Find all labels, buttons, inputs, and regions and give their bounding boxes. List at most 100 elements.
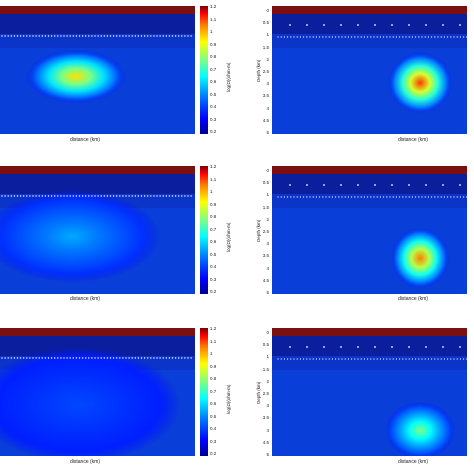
receiver-dot	[424, 196, 426, 198]
heatmap-6	[272, 328, 467, 456]
receiver-dot	[7, 357, 9, 359]
receiver-dot	[150, 35, 152, 37]
receiver-dot	[315, 36, 317, 38]
receiver-dot	[434, 358, 436, 360]
source-dot	[459, 346, 461, 348]
receiver-dot	[109, 35, 112, 37]
receiver-dot	[38, 195, 40, 197]
receiver-dot	[331, 358, 333, 360]
receiver-dot	[47, 357, 50, 359]
receiver-dot	[10, 35, 12, 37]
receiver-dot	[392, 36, 394, 38]
receiver-dot	[459, 196, 461, 198]
receiver-dot	[363, 358, 365, 360]
receiver-dot	[376, 196, 378, 198]
receiver-dot	[383, 36, 385, 38]
receiver-dot	[331, 196, 333, 198]
receiver-dot	[389, 358, 391, 360]
receiver-dot	[165, 357, 167, 359]
receiver-dot	[373, 196, 375, 198]
receiver-dot	[29, 357, 31, 359]
receiver-dot	[431, 358, 433, 360]
receiver-dot	[463, 358, 465, 360]
receiver-dot	[363, 196, 365, 198]
receiver-dot	[293, 358, 295, 360]
receiver-dot	[466, 358, 467, 360]
depth-tick-label: 5	[266, 452, 269, 457]
receiver-dot	[54, 35, 56, 37]
receiver-dot	[456, 358, 458, 360]
receiver-dot	[97, 195, 99, 197]
receiver-dot	[100, 357, 102, 359]
receiver-dot	[383, 196, 385, 198]
receiver-dot	[290, 36, 292, 38]
receiver-dot	[181, 357, 183, 359]
receiver-dot	[38, 357, 40, 359]
receiver-dot	[116, 357, 118, 359]
depth-tick-label: 4.5	[262, 439, 269, 445]
receiver-dot	[437, 358, 439, 360]
heatmap-3	[0, 166, 195, 294]
source-dot	[408, 346, 410, 348]
receiver-dot	[190, 35, 192, 37]
receiver-dot	[159, 195, 161, 197]
receiver-dot	[66, 357, 68, 359]
receiver-dot	[122, 195, 124, 197]
receiver-dot	[168, 357, 171, 359]
receiver-dot	[153, 195, 155, 197]
depth-tick-label: 3.5	[262, 415, 269, 421]
colorbar-5	[200, 328, 208, 456]
receiver-dot	[408, 196, 410, 198]
receiver-dot	[347, 358, 349, 360]
receiver-dot	[392, 358, 394, 360]
depth-tick-label: 4.5	[262, 277, 269, 283]
receiver-dot	[112, 357, 115, 359]
receiver-dot	[162, 35, 164, 37]
depth-tick-label: 2.5	[262, 229, 269, 234]
receiver-dot	[287, 358, 289, 360]
receiver-dot	[335, 358, 337, 360]
receiver-dot	[140, 357, 143, 359]
upper-layer	[0, 14, 195, 34]
receiver-dot	[290, 358, 292, 360]
depth-tick-label: 4	[266, 265, 269, 271]
receiver-dot	[187, 195, 189, 197]
receiver-dot	[367, 358, 369, 360]
receiver-dot	[103, 35, 106, 37]
colorbar-tick-label: 0.2	[210, 451, 217, 456]
colorbar-tick-label: 1.2	[210, 326, 217, 331]
receiver-dot	[143, 195, 146, 197]
receiver-dot	[357, 358, 359, 360]
receiver-dot	[134, 195, 136, 197]
receiver-dot	[103, 195, 106, 197]
receiver-dot	[26, 35, 28, 37]
receiver-dot	[303, 36, 305, 38]
source-dot	[289, 346, 291, 348]
receiver-dot	[411, 358, 413, 360]
receiver-dot	[341, 196, 343, 198]
receiver-dot	[60, 35, 62, 37]
receiver-dot	[363, 36, 365, 38]
receiver-dot	[277, 196, 279, 198]
receiver-dot	[347, 196, 349, 198]
receiver-dot	[283, 358, 285, 360]
surface-band	[272, 166, 467, 174]
colorbar-tick-label: 1.2	[210, 164, 217, 169]
receiver-dot	[50, 357, 53, 359]
receiver-dot	[287, 36, 289, 38]
colorbar-tick-label: 0.7	[210, 226, 217, 232]
receiver-dot	[299, 36, 301, 38]
receiver-dot	[463, 36, 465, 38]
receiver-dot	[370, 358, 372, 360]
depth-tick-label: 1.5	[262, 204, 269, 210]
source-dot	[340, 346, 342, 348]
source-dot	[323, 24, 325, 26]
source-dot	[391, 346, 393, 348]
receiver-dot	[367, 36, 369, 38]
depth-tick-label: 0.5	[262, 180, 269, 186]
receiver-dot	[57, 357, 59, 359]
source-dot	[340, 24, 342, 26]
receiver-dot	[434, 196, 436, 198]
source-dot	[374, 184, 376, 186]
receiver-dot	[81, 357, 84, 359]
